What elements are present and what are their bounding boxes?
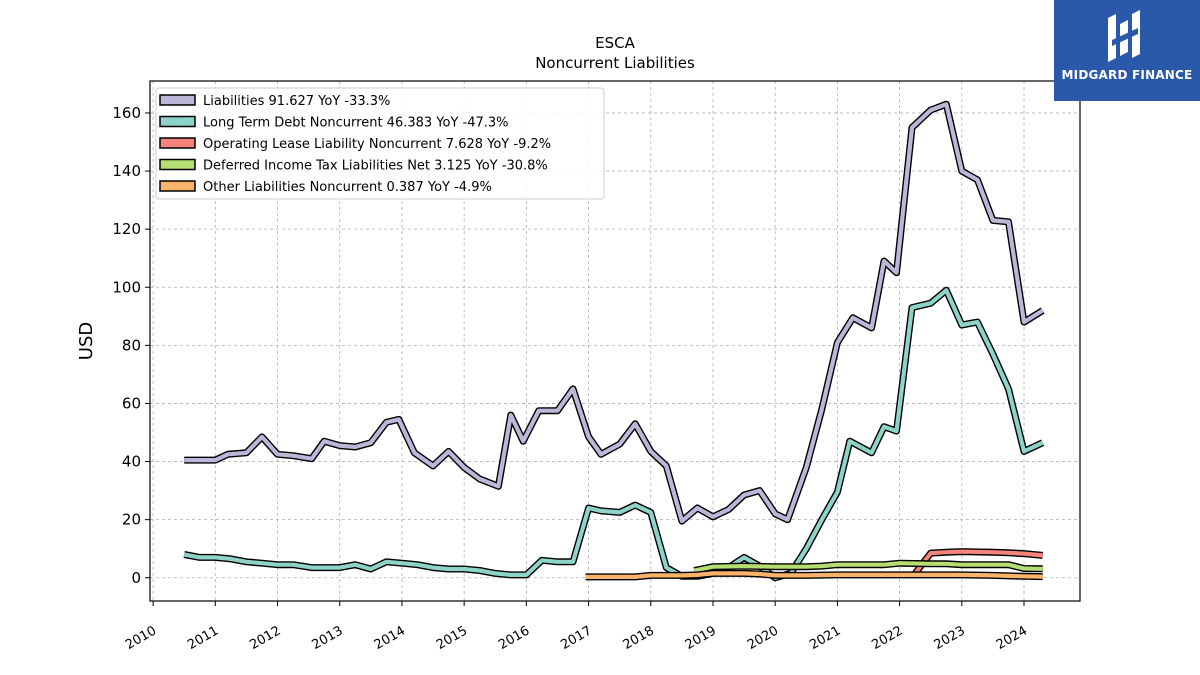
legend-label-liabilities: Liabilities 91.627 YoY -33.3% xyxy=(203,94,390,109)
y-tick-label: 20 xyxy=(122,511,141,529)
x-tick-label: 2018 xyxy=(621,623,657,653)
legend-label-deferred-income-tax-liabilities-net: Deferred Income Tax Liabilities Net 3.12… xyxy=(203,159,548,174)
y-axis: 0 20 40 60 80 100 120 140 160 xyxy=(112,104,150,587)
series-line-operating-lease-liability-noncurrent xyxy=(913,549,1043,575)
series-layer xyxy=(183,100,1045,582)
series-line-liabilities xyxy=(184,102,1044,524)
x-tick-label: 2015 xyxy=(434,623,470,653)
series-line-deferred-income-tax-liabilities-net xyxy=(693,561,1043,573)
x-tick-label: 2019 xyxy=(683,623,719,653)
x-tick-label: 2021 xyxy=(807,623,843,653)
y-tick-label: 140 xyxy=(112,162,141,180)
legend: Liabilities 91.627 YoY -33.3% Long Term D… xyxy=(155,87,605,200)
y-tick-label: 100 xyxy=(112,278,141,296)
y-tick-label: 160 xyxy=(112,104,141,122)
x-tick-label: 2012 xyxy=(247,623,283,653)
y-tick-label: 0 xyxy=(131,569,141,587)
x-tick-label: 2023 xyxy=(932,623,968,653)
legend-swatch-liabilities xyxy=(159,94,196,106)
y-tick-label: 80 xyxy=(122,336,141,354)
chart-subtitle: Noncurrent Liabilities xyxy=(535,54,695,72)
series-line-other-liabilities-noncurrent xyxy=(585,571,1043,580)
y-tick-label: 60 xyxy=(122,394,141,412)
x-tick-label: 2013 xyxy=(310,623,346,653)
plot-frame xyxy=(149,80,1081,602)
x-tick-label: 2014 xyxy=(372,623,408,653)
x-tick-label: 2020 xyxy=(745,623,781,653)
x-tick-label: 2024 xyxy=(994,623,1030,653)
x-tick-label: 2011 xyxy=(185,623,221,653)
series-line-long-term-debt-noncurrent xyxy=(183,288,1044,580)
brand-logo: MIDGARD FINANCE xyxy=(1054,0,1200,101)
y-axis-label: USD xyxy=(76,322,97,360)
brand-name: MIDGARD FINANCE xyxy=(1061,68,1193,82)
chart-title: ESCA xyxy=(595,34,635,52)
legend-label-other-liabilities-noncurrent: Other Liabilities Noncurrent 0.387 YoY -… xyxy=(203,180,492,195)
legend-swatch-long-term-debt-noncurrent xyxy=(159,115,196,128)
series-outline-long-term-debt-noncurrent xyxy=(183,286,1045,582)
y-tick-label: 40 xyxy=(122,453,141,471)
x-tick-label: 2016 xyxy=(496,623,532,653)
legend-swatch-operating-lease-liability-noncurrent xyxy=(159,137,196,149)
legend-swatch-other-liabilities-noncurrent xyxy=(159,180,196,192)
legend-swatch-deferred-income-tax-liabilities-net xyxy=(159,158,196,171)
x-tick-label: 2022 xyxy=(869,623,905,653)
x-tick-label: 2017 xyxy=(558,623,594,653)
legend-label-long-term-debt-noncurrent: Long Term Debt Noncurrent 46.383 YoY -47… xyxy=(203,116,509,131)
legend-box xyxy=(155,87,605,200)
x-axis: 2010 2011 2012 2013 2014 2015 2016 2017 2018 2019… xyxy=(123,601,1030,653)
y-tick-label: 120 xyxy=(112,220,141,238)
logo-mark-icon xyxy=(1108,10,1140,62)
legend-label-operating-lease-liability-noncurrent: Operating Lease Liability Noncurrent 7.6… xyxy=(203,137,551,152)
x-tick-label: 2010 xyxy=(123,623,159,653)
